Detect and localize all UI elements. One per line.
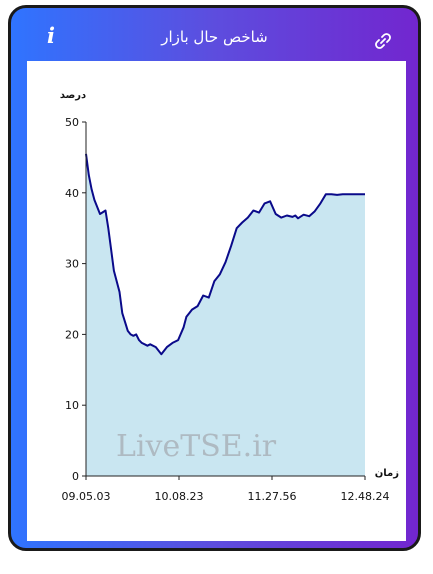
info-icon[interactable]: i [47, 23, 55, 48]
x-tick-label: 11.27.56 [248, 490, 297, 503]
y-tick-label: 30 [65, 258, 79, 271]
y-tick-label: 10 [65, 399, 79, 412]
x-tick-label: 09.05.03 [62, 490, 111, 503]
watermark: LiveTSE.ir [116, 429, 277, 464]
x-tick-label: 10.08.23 [155, 490, 204, 503]
y-tick-label: 0 [72, 470, 79, 483]
y-axis-label: درصد [60, 90, 86, 101]
y-tick-label: 50 [65, 116, 79, 129]
chart-panel: 0 10 20 30 40 50 09.05.03 10.08.23 11.27.56 12.48… [27, 61, 406, 541]
series-line [85, 153, 365, 356]
y-tick-label: 20 [65, 328, 79, 341]
x-tick-label: 12.48.24 [341, 490, 390, 503]
series-area [86, 153, 365, 476]
page-title: شاخص حال بازار [161, 28, 268, 46]
app-frame: i شاخص حال بازار 0 10 20 30 40 50 09.05.03 10.0… [8, 5, 421, 551]
header: i شاخص حال بازار [11, 8, 418, 60]
market-status-chart: 0 10 20 30 40 50 09.05.03 10.08.23 11.27.56 12.48… [60, 90, 399, 503]
x-axis-label: زمان [375, 468, 399, 479]
link-icon[interactable] [374, 32, 392, 50]
y-tick-label: 40 [65, 187, 79, 200]
